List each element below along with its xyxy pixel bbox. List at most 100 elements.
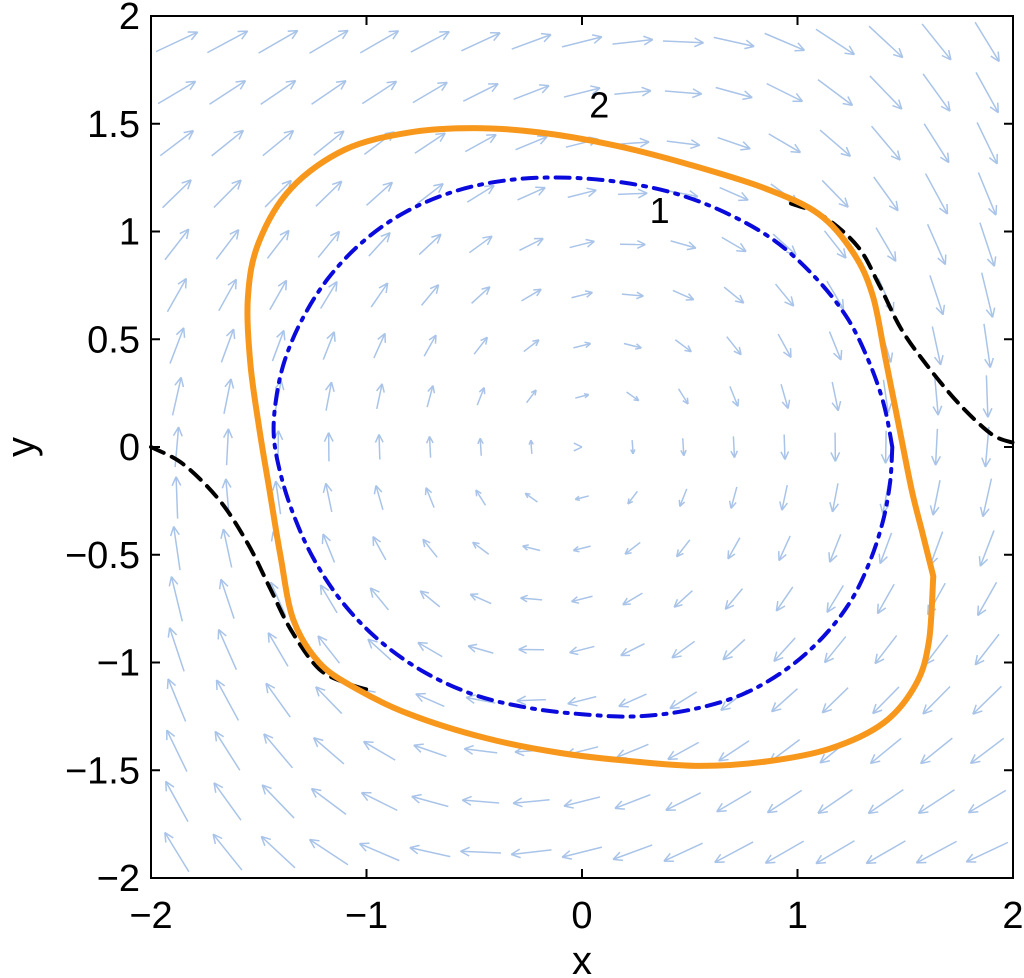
field-arrow bbox=[931, 428, 942, 466]
field-arrow bbox=[612, 35, 654, 46]
field-arrow bbox=[207, 30, 249, 54]
field-arrow bbox=[320, 280, 338, 309]
field-arrow bbox=[155, 31, 199, 53]
field-arrow bbox=[465, 694, 496, 705]
field-arrow bbox=[716, 790, 752, 813]
x-tick-label: −1 bbox=[345, 895, 388, 937]
field-arrow bbox=[262, 129, 295, 157]
field-arrow bbox=[266, 229, 290, 259]
field-arrow bbox=[829, 483, 840, 513]
field-arrow bbox=[972, 685, 1002, 715]
field-arrow bbox=[979, 478, 993, 518]
field-arrow bbox=[159, 129, 195, 157]
field-arrow bbox=[874, 635, 898, 665]
field-arrow bbox=[410, 30, 450, 53]
field-arrow bbox=[211, 129, 245, 157]
field-arrow bbox=[815, 840, 855, 865]
field-arrow bbox=[220, 528, 233, 568]
field-arrow bbox=[721, 236, 747, 253]
field-arrow bbox=[567, 695, 597, 707]
field-arrow bbox=[319, 584, 338, 614]
y-tick-label: 1.5 bbox=[87, 104, 140, 146]
field-arrow bbox=[520, 594, 543, 603]
y-tick-label: 2 bbox=[119, 0, 140, 38]
tick-labels-layer: −2 −1 0 1 2−2−1.5−1−0.500.511.52 bbox=[65, 0, 1024, 937]
y-tick-label: 1 bbox=[119, 212, 140, 254]
field-arrow bbox=[926, 224, 947, 266]
field-arrow bbox=[567, 187, 597, 199]
field-arrow bbox=[977, 172, 998, 216]
field-arrow bbox=[669, 691, 698, 710]
field-arrow bbox=[965, 841, 1009, 863]
field-arrow bbox=[672, 289, 695, 301]
field-arrow bbox=[680, 438, 687, 457]
field-arrow bbox=[869, 737, 902, 765]
field-arrow bbox=[476, 387, 486, 406]
field-arrow bbox=[717, 136, 751, 151]
direction-field bbox=[155, 21, 1009, 873]
field-arrow bbox=[513, 84, 550, 101]
field-arrow bbox=[612, 844, 653, 862]
field-arrow bbox=[878, 532, 893, 565]
field-arrow bbox=[817, 789, 853, 814]
field-arrow bbox=[213, 782, 242, 821]
field-arrow bbox=[764, 840, 805, 864]
field-arrow bbox=[413, 743, 447, 758]
field-arrow bbox=[975, 71, 999, 114]
field-arrow bbox=[168, 576, 184, 622]
curve-labels-layer: 12 bbox=[589, 84, 669, 231]
field-arrow bbox=[678, 488, 688, 507]
field-arrow bbox=[422, 538, 438, 558]
field-arrow bbox=[412, 81, 448, 104]
field-arrow bbox=[166, 277, 188, 313]
field-arrow bbox=[573, 442, 583, 452]
curve-1 bbox=[271, 175, 895, 719]
field-arrow bbox=[418, 233, 442, 256]
field-arrow bbox=[574, 495, 589, 502]
field-arrow bbox=[630, 440, 636, 455]
field-arrow bbox=[369, 587, 390, 611]
field-arrow bbox=[524, 492, 538, 503]
field-arrow bbox=[622, 592, 643, 606]
field-arrow bbox=[359, 30, 400, 54]
y-tick-label: −0.5 bbox=[65, 535, 140, 577]
field-arrow bbox=[311, 80, 347, 105]
field-arrow bbox=[324, 381, 335, 411]
field-arrow bbox=[517, 186, 546, 201]
field-arrow bbox=[872, 686, 900, 715]
field-arrow bbox=[164, 228, 190, 261]
field-arrow bbox=[618, 188, 648, 199]
field-arrow bbox=[974, 21, 1000, 63]
field-arrow bbox=[472, 541, 490, 555]
field-arrow bbox=[664, 88, 703, 99]
field-arrow bbox=[409, 844, 451, 858]
field-arrow bbox=[778, 535, 791, 562]
field-arrow bbox=[323, 432, 334, 462]
field-arrow bbox=[768, 133, 802, 154]
field-arrow bbox=[923, 123, 950, 164]
field-arrow bbox=[260, 79, 297, 106]
y-tick-label: −1 bbox=[97, 643, 140, 685]
field-arrow bbox=[571, 595, 593, 604]
field-arrow bbox=[865, 840, 906, 865]
field-arrow bbox=[222, 428, 233, 466]
field-arrow bbox=[766, 82, 804, 103]
field-arrow bbox=[571, 290, 593, 299]
field-arrow bbox=[931, 326, 944, 366]
field-arrow bbox=[167, 627, 185, 672]
field-arrow bbox=[978, 530, 995, 567]
field-arrow bbox=[719, 186, 749, 202]
curve-2 bbox=[244, 125, 937, 769]
field-arrow bbox=[819, 129, 852, 157]
field-arrow bbox=[423, 334, 437, 357]
field-arrow bbox=[830, 432, 841, 462]
field-arrow bbox=[469, 593, 492, 605]
field-arrow bbox=[730, 436, 739, 458]
field-arrow bbox=[312, 737, 345, 765]
field-arrow bbox=[831, 381, 842, 412]
field-arrow bbox=[673, 590, 693, 608]
field-arrow bbox=[313, 130, 345, 156]
field-arrow bbox=[967, 789, 1007, 814]
field-arrow bbox=[983, 323, 995, 368]
field-arrow bbox=[922, 73, 951, 112]
